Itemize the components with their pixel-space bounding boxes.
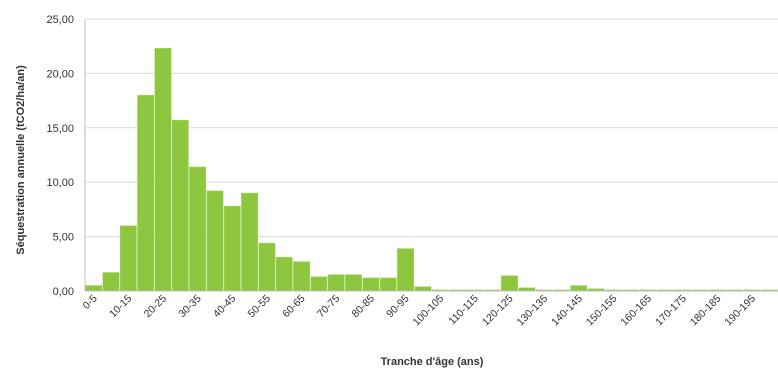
bar [241, 192, 259, 292]
bar [119, 225, 137, 292]
bar [206, 190, 224, 292]
axes [84, 19, 778, 292]
x-tick-label: 150-155 [584, 293, 620, 329]
x-tick-label: 160-165 [618, 293, 654, 329]
bar [258, 242, 276, 292]
bar [275, 257, 293, 292]
x-axis-label: Tranche d'âge (ans) [381, 356, 484, 368]
bar [362, 277, 380, 292]
bar [154, 48, 172, 292]
x-tick-label: 40-45 [211, 293, 239, 321]
x-tick-label: 20-25 [142, 293, 170, 321]
bar [570, 285, 588, 292]
y-tick-labels: 0,00 5,00 10,00 15,00 20,00 25,00 [46, 14, 74, 298]
y-tick-label: 0,00 [53, 286, 74, 298]
y-tick-label: 10,00 [46, 177, 74, 189]
bar [501, 275, 518, 292]
bar [171, 119, 189, 292]
x-tick-label: 100-105 [411, 293, 447, 329]
x-tick-label: 180-185 [688, 293, 724, 329]
x-tick-label: 110-115 [446, 293, 481, 328]
x-tick-label: 30-35 [176, 293, 204, 321]
bar [85, 285, 103, 292]
x-tick-labels: 0-5 10-15 20-25 30-35 40-45 50-55 60-65 70-75 80… [81, 293, 759, 329]
bar [189, 166, 207, 292]
x-tick-label: 0-5 [81, 293, 100, 312]
x-tick-label: 140-145 [549, 293, 585, 329]
bar [345, 274, 362, 292]
bars [85, 48, 778, 292]
x-tick-label: 170-175 [653, 293, 689, 329]
x-tick-label: 90-95 [384, 293, 412, 321]
y-axis-label: Séquestration annuelle (tCO2/ha/an) [15, 65, 27, 255]
bar [293, 261, 310, 292]
y-tick-label: 20,00 [46, 68, 74, 80]
bar [223, 205, 241, 292]
x-tick-label: 130-135 [514, 293, 550, 329]
x-tick-label: 120-125 [480, 293, 516, 329]
x-tick-label: 10-15 [107, 293, 135, 321]
x-tick-label: 50-55 [246, 293, 274, 321]
bar [397, 248, 414, 292]
y-tick-label: 25,00 [46, 14, 74, 26]
bar [327, 274, 345, 292]
y-tick-label: 15,00 [46, 123, 74, 135]
bar [379, 277, 397, 292]
gridlines [85, 18, 778, 238]
x-tick-label: 190-195 [722, 293, 758, 329]
x-tick-label: 80-85 [350, 293, 378, 321]
y-tick-label: 5,00 [53, 232, 74, 244]
bar [414, 286, 432, 292]
bar [137, 94, 155, 292]
bar [102, 272, 120, 292]
bar [310, 276, 328, 292]
x-tick-label: 60-65 [280, 293, 308, 321]
x-tick-label: 70-75 [315, 293, 343, 321]
